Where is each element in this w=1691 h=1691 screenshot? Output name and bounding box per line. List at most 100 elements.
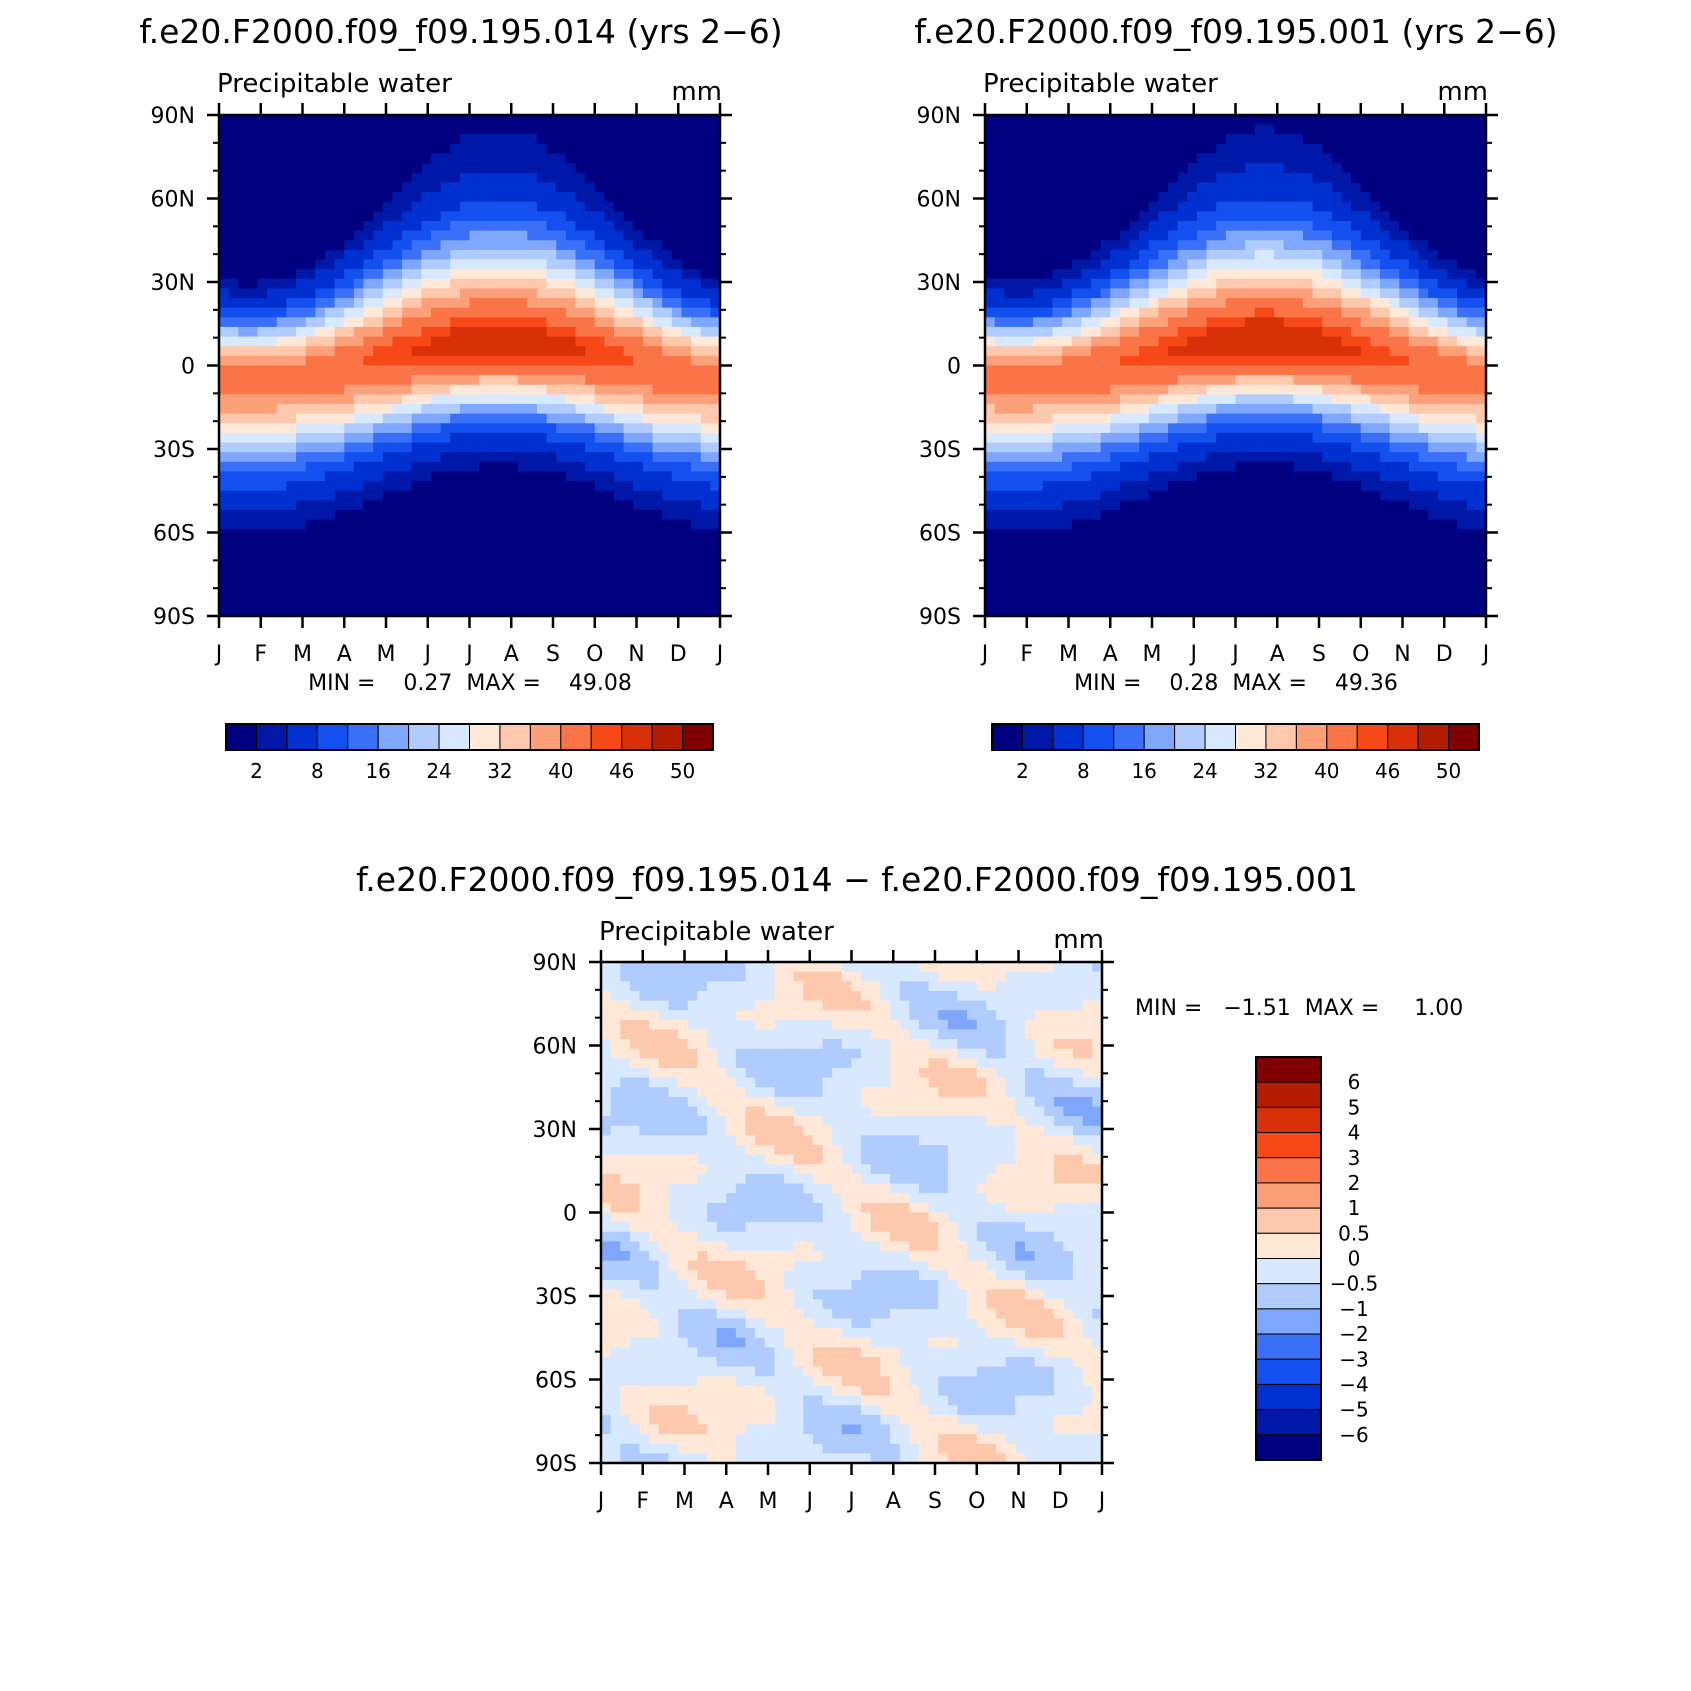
field-cell bbox=[334, 471, 345, 482]
field-cell bbox=[536, 394, 548, 405]
field-cell bbox=[247, 153, 259, 164]
field-cell bbox=[1187, 163, 1198, 174]
field-cell bbox=[1380, 230, 1391, 241]
field-cell bbox=[1380, 423, 1391, 434]
field-cell bbox=[1196, 269, 1208, 280]
field-cell bbox=[334, 346, 345, 357]
field-cell bbox=[1302, 240, 1314, 251]
field-cell bbox=[363, 596, 374, 607]
field-cell bbox=[315, 278, 326, 290]
field-cell bbox=[1389, 211, 1400, 222]
field-cell bbox=[575, 201, 586, 212]
field-cell bbox=[1360, 259, 1371, 270]
field-cell bbox=[1168, 201, 1179, 212]
field-cell bbox=[488, 587, 499, 598]
colorbar-swatch bbox=[499, 723, 531, 751]
field-cell bbox=[681, 192, 692, 203]
field-cell bbox=[1457, 230, 1468, 241]
field-cell bbox=[1254, 172, 1265, 184]
field-cell bbox=[1341, 317, 1352, 328]
field-cell bbox=[633, 134, 644, 145]
field-cell bbox=[488, 538, 499, 550]
field-cell bbox=[267, 461, 278, 473]
field-cell bbox=[469, 461, 480, 473]
field-cell bbox=[469, 365, 480, 376]
field-cell bbox=[1235, 461, 1246, 473]
field-cell bbox=[1245, 240, 1256, 251]
field-cell bbox=[305, 278, 316, 290]
field-cell bbox=[652, 481, 663, 492]
field-cell bbox=[1225, 134, 1237, 145]
field-cell bbox=[1293, 442, 1304, 453]
field-cell bbox=[575, 606, 586, 616]
field-cell bbox=[488, 461, 499, 473]
field-cell bbox=[671, 259, 683, 270]
field-cell bbox=[363, 394, 374, 405]
field-cell bbox=[527, 538, 538, 550]
field-cell bbox=[1139, 249, 1150, 261]
field-cell bbox=[228, 375, 239, 386]
field-cell bbox=[546, 481, 557, 492]
field-cell bbox=[1341, 404, 1352, 415]
field-cell bbox=[517, 240, 528, 251]
field-cell bbox=[450, 510, 461, 521]
field-cell bbox=[219, 278, 230, 290]
field-cell bbox=[1148, 365, 1160, 376]
field-cell bbox=[1052, 500, 1063, 511]
field-cell bbox=[1437, 115, 1449, 126]
field-cell bbox=[623, 317, 634, 328]
field-cell bbox=[219, 326, 230, 338]
field-cell bbox=[681, 375, 692, 386]
field-cell bbox=[469, 172, 480, 184]
field-cell bbox=[1100, 394, 1111, 405]
field-cell bbox=[1129, 452, 1140, 463]
field-cell bbox=[671, 278, 683, 290]
field-cell bbox=[527, 269, 538, 280]
field-cell bbox=[1119, 413, 1131, 424]
field-cell bbox=[305, 124, 316, 135]
field-cell bbox=[469, 307, 480, 318]
field-cell bbox=[565, 384, 577, 395]
field-cell bbox=[1081, 124, 1092, 135]
field-cell bbox=[1119, 404, 1131, 415]
field-cell bbox=[594, 577, 605, 588]
field-cell bbox=[1235, 240, 1246, 251]
field-cell bbox=[662, 461, 673, 473]
field-cell bbox=[585, 163, 596, 174]
field-cell bbox=[392, 336, 403, 347]
field-cell bbox=[1090, 423, 1102, 434]
field-cell bbox=[1245, 211, 1256, 222]
field-cell bbox=[276, 452, 288, 463]
field-cell bbox=[421, 365, 432, 376]
field-cell bbox=[315, 355, 326, 367]
field-cell bbox=[353, 317, 365, 328]
field-cell bbox=[652, 452, 663, 463]
field-cell bbox=[536, 452, 548, 463]
field-cell bbox=[1322, 500, 1333, 511]
field-cell bbox=[1389, 201, 1400, 212]
field-cell bbox=[1360, 336, 1371, 347]
field-cell bbox=[421, 471, 432, 482]
field-cell bbox=[450, 394, 461, 405]
field-cell bbox=[1293, 230, 1304, 241]
field-cell bbox=[594, 336, 605, 347]
field-cell bbox=[517, 326, 528, 338]
field-cell bbox=[710, 230, 720, 241]
field-cell bbox=[681, 404, 692, 415]
field-cell bbox=[450, 115, 461, 126]
field-cell bbox=[1196, 259, 1208, 270]
field-cell bbox=[1457, 355, 1468, 367]
field-cell bbox=[1399, 346, 1410, 357]
field-cell bbox=[681, 172, 692, 184]
field-cell bbox=[1447, 259, 1458, 270]
field-cell bbox=[296, 500, 307, 511]
field-cell bbox=[1302, 394, 1314, 405]
field-cell bbox=[1428, 355, 1439, 367]
field-cell bbox=[411, 192, 422, 203]
field-cell bbox=[1090, 298, 1102, 309]
field-cell bbox=[1071, 471, 1082, 482]
field-cell bbox=[344, 288, 355, 299]
field-cell bbox=[459, 481, 471, 492]
field-cell bbox=[700, 442, 711, 453]
field-cell bbox=[1457, 336, 1468, 347]
